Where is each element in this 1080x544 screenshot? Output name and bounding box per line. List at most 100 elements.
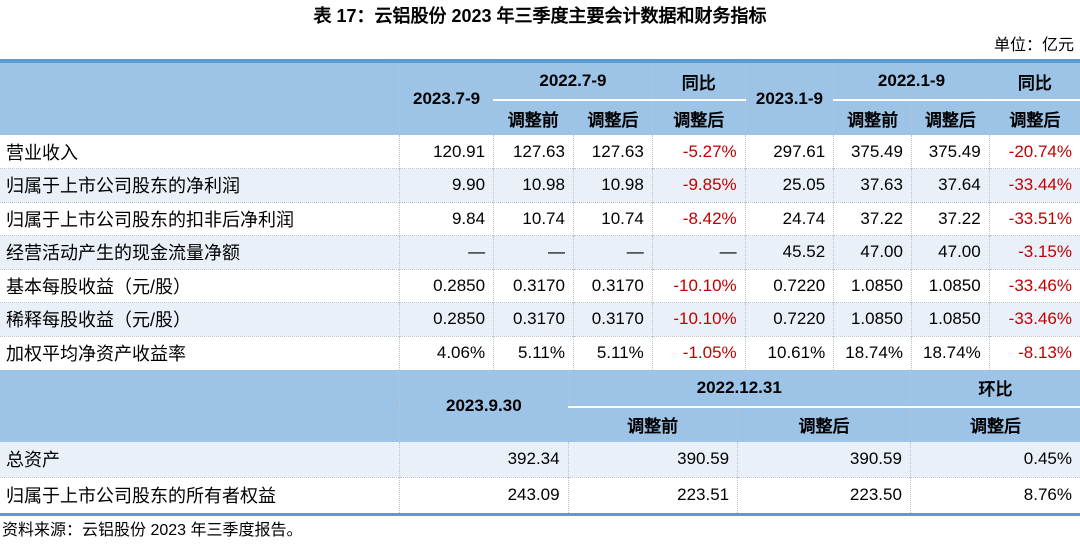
cell-value: 1.0850 — [910, 302, 990, 336]
cell-value: -3.15% — [988, 235, 1080, 269]
cell-value: 5.11% — [493, 335, 574, 370]
balance-sheet-table: 2023.9.30 2022.12.31 环比 调整前 调整后 调整后 总资产 3… — [0, 369, 1080, 513]
table-row: 总资产 392.34 390.59 390.59 0.45% — [0, 441, 1080, 477]
cell-value: 0.2850 — [399, 268, 494, 303]
cell-value: 0.7220 — [744, 268, 834, 303]
cell-value: 45.52 — [744, 235, 834, 269]
row-label: 经营活动产生的现金流量净额 — [0, 235, 400, 269]
cell-value: 37.22 — [910, 201, 990, 236]
header-group-row: 2023.7-9 2022.7-9 同比 2023.1-9 2022.1-9 同… — [0, 63, 1080, 135]
cell-value: 18.74% — [910, 335, 990, 370]
column-header-2023-9-30: 2023.9.30 — [399, 369, 569, 442]
cell-value: 297.61 — [744, 135, 834, 169]
cell-value: -33.46% — [988, 302, 1080, 336]
cell-value: 37.63 — [833, 168, 912, 202]
column-header-2022-12-31: 2022.12.31 — [567, 369, 911, 408]
cell-value: 223.50 — [737, 476, 911, 513]
cell-value: -9.85% — [651, 168, 746, 202]
quarterly-indicators-table: 2023.7-9 2022.7-9 同比 2023.1-9 2022.1-9 同… — [0, 63, 1080, 370]
cell-value: -5.27% — [651, 135, 746, 169]
cell-value: 0.45% — [909, 441, 1080, 477]
column-header-2022-7-9: 2022.7-9 — [493, 63, 653, 101]
cell-value: 0.2850 — [399, 302, 494, 336]
table-row: 归属于上市公司股东的净利润 9.90 10.98 10.98 -9.85% 25.05 37… — [0, 168, 1080, 202]
table-row: 稀释每股收益（元/股） 0.2850 0.3170 0.3170 -10.10% 0.72… — [0, 302, 1080, 336]
cell-value: 0.7220 — [744, 302, 834, 336]
subheader-after-adjust-q: 调整后 — [572, 100, 653, 135]
indicator-column-header — [0, 63, 400, 135]
cell-value: 10.61% — [744, 335, 834, 370]
cell-value: 24.74 — [744, 201, 834, 236]
cell-value: -8.13% — [988, 335, 1080, 370]
subheader-yoy-after-adjust-q: 调整后 — [651, 100, 746, 135]
cell-value: -1.05% — [651, 335, 746, 370]
subheader-yoy-after-adjust-ytd: 调整后 — [988, 100, 1080, 135]
cell-value: — — [493, 235, 574, 269]
cell-value: 243.09 — [399, 476, 569, 513]
row-label: 总资产 — [6, 450, 60, 470]
source-note: 资料来源：云铝股份 2023 年三季度报告。 — [2, 521, 303, 539]
cell-value: 47.00 — [833, 235, 912, 269]
table-row: 营业收入 120.91 127.63 127.63 -5.27% 297.61 375.49… — [0, 135, 1080, 169]
cell-value: 0.3170 — [493, 268, 574, 303]
cell-value: 127.63 — [572, 135, 653, 169]
cell-value: -8.42% — [651, 201, 746, 236]
row-label: 归属于上市公司股东的净利润 — [0, 168, 400, 202]
cell-value: 0.3170 — [572, 302, 653, 336]
row-label: 归属于上市公司股东的所有者权益 — [0, 476, 400, 513]
cell-value: 9.90 — [399, 168, 494, 202]
cell-value: 1.0850 — [833, 268, 912, 303]
cell-value: 10.74 — [572, 201, 653, 236]
cell-value: 5.11% — [572, 335, 653, 370]
cell-value: 9.84 — [399, 201, 494, 236]
subheader-before-adjust-q: 调整前 — [493, 100, 574, 135]
table-row: 归属于上市公司股东的扣非后净利润 9.84 10.74 10.74 -8.42% 24.7… — [0, 201, 1080, 236]
column-header-qoq: 环比 — [909, 369, 1080, 408]
cell-value: 10.98 — [493, 168, 574, 202]
financial-table: 2023.7-9 2022.7-9 同比 2023.1-9 2022.1-9 同… — [0, 59, 1080, 516]
cell-value: — — [399, 235, 494, 269]
row-label: 稀释每股收益（元/股） — [0, 302, 400, 336]
cell-value: — — [651, 235, 746, 269]
cell-value: 0.3170 — [572, 268, 653, 303]
column-header-yoy-q: 同比 — [651, 63, 746, 101]
subheader-after-adjust-ytd: 调整后 — [910, 100, 990, 135]
cell-value: 120.91 — [399, 135, 494, 169]
row-label: 基本每股收益（元/股） — [0, 268, 400, 303]
cell-value: 10.98 — [572, 168, 653, 202]
header-sub-row: 调整前 调整后 调整后 — [0, 406, 1080, 442]
table-row: 经营活动产生的现金流量净额 — — — —45.52 47.00 47.00 -3.15% — [0, 235, 1080, 269]
header-group-row: 2023.9.30 2022.12.31 环比 — [0, 369, 1080, 442]
cell-value: 1.0850 — [833, 302, 912, 336]
cell-value: -20.74% — [988, 135, 1080, 169]
cell-value: 37.64 — [910, 168, 990, 202]
subheader-after-adjust: 调整后 — [737, 406, 911, 442]
subheader-before-adjust: 调整前 — [568, 406, 738, 442]
row-label: 加权平均净资产收益率 — [0, 335, 400, 370]
table-row: 加权平均净资产收益率 4.06% 5.11% 5.11% -1.05% 10.61% 18.… — [0, 335, 1080, 370]
cell-value: 18.74% — [833, 335, 912, 370]
cell-value: 25.05 — [744, 168, 834, 202]
subheader-before-adjust-ytd: 调整前 — [833, 100, 912, 135]
row-label: 归属于上市公司股东的扣非后净利润 — [0, 201, 400, 236]
unit-label: 单位：亿元 — [993, 37, 1074, 54]
row-label: 营业收入 — [6, 142, 78, 163]
cell-value: 390.59 — [567, 441, 738, 477]
cell-value: 10.74 — [493, 201, 574, 236]
cell-value: 127.63 — [493, 135, 574, 169]
column-header-2023-7-9: 2023.7-9 — [399, 63, 494, 135]
cell-value: -33.51% — [988, 201, 1080, 236]
cell-value: 375.49 — [833, 135, 912, 169]
cell-value: 392.34 — [399, 441, 569, 477]
column-header-2023-1-9: 2023.1-9 — [744, 63, 834, 135]
cell-value: — — [572, 235, 653, 269]
cell-value: 390.59 — [737, 441, 911, 477]
cell-value: -10.10% — [651, 268, 746, 303]
cell-value: 37.22 — [833, 201, 912, 236]
cell-value: 8.76% — [909, 476, 1080, 513]
indicator-column-header — [0, 369, 400, 442]
table-row: 基本每股收益（元/股） 0.2850 0.3170 0.3170 -10.10% 0.72… — [0, 268, 1080, 303]
header-sub-row: 调整前 调整后 调整后 调整前 调整后 调整后 — [0, 100, 1080, 135]
cell-value: -33.44% — [988, 168, 1080, 202]
